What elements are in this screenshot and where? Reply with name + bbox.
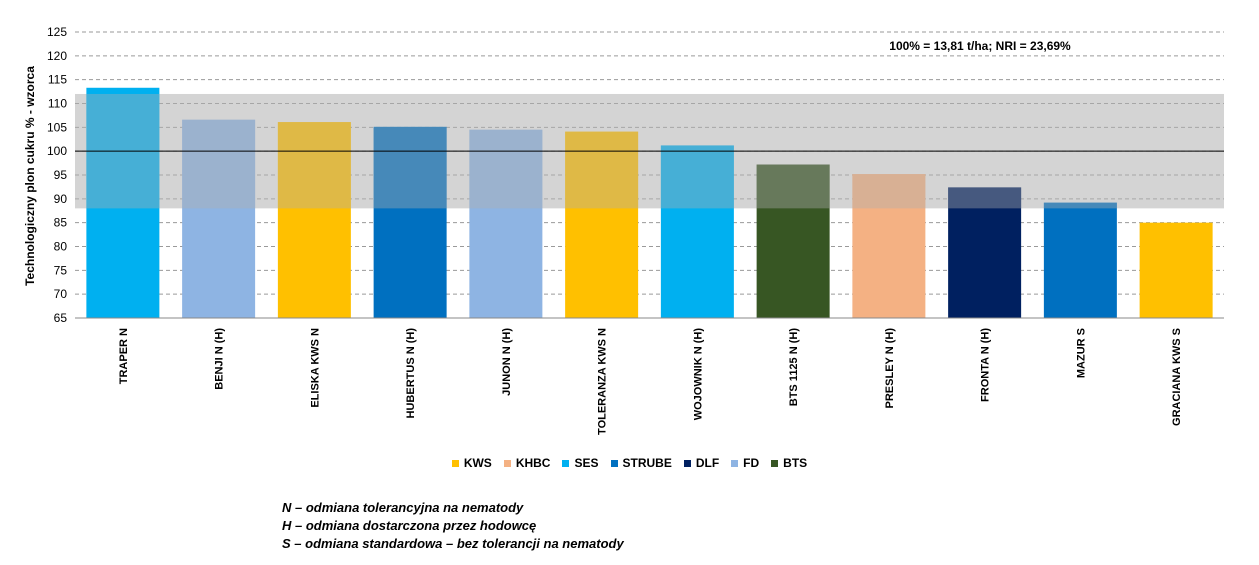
y-tick-label: 115 [48, 73, 67, 87]
legend-swatch [503, 459, 511, 467]
bar [469, 129, 543, 318]
bar [1139, 222, 1213, 318]
legend-swatch [683, 459, 691, 467]
legend-label: KHBC [515, 456, 551, 470]
bar-band-overlay [1043, 202, 1117, 209]
legend-label: STRUBE [622, 456, 672, 470]
y-tick-label: 80 [54, 240, 68, 254]
x-tick-label: PRESLEY N (H) [884, 328, 896, 409]
bar [1043, 202, 1117, 318]
x-tick-label: GRACIANA KWS S [1171, 328, 1183, 426]
legend-label: FD [743, 456, 760, 470]
note-s: S – odmiana standardowa – bez tolerancji… [282, 536, 624, 551]
y-axis-title: Technologiczny plon cukru % - wzorca [23, 66, 37, 286]
bar-band-overlay [756, 164, 830, 209]
bar-band-overlay [660, 145, 734, 209]
bar [948, 187, 1022, 318]
bar-chart: 65 70 75 80 85 90 95 100 105 110 115 120 125 TRAPER … [23, 25, 1224, 435]
legend-label: SES [574, 456, 599, 470]
bar [852, 174, 926, 318]
legend-swatch [731, 459, 739, 467]
y-axis-ticks: 65 70 75 80 85 90 95 100 105 110 115 120 125 [47, 25, 67, 325]
y-tick-label: 95 [54, 168, 68, 182]
legend-swatch [771, 459, 779, 467]
y-tick-label: 125 [47, 25, 67, 39]
bar-band-overlay [469, 129, 543, 209]
x-tick-label: TRAPER N [118, 328, 130, 384]
bars [86, 87, 1213, 319]
bar [756, 164, 830, 318]
x-tick-label: HUBERTUS N (H) [405, 328, 417, 419]
x-tick-label: MAZUR S [1075, 328, 1087, 378]
y-tick-label: 70 [54, 287, 68, 301]
legend-item: FD [731, 456, 759, 470]
x-tick-label: WOJOWNIK N (H) [692, 328, 704, 421]
legend-label: BTS [783, 456, 808, 470]
bar [373, 126, 447, 319]
y-tick-label: 120 [47, 49, 67, 63]
bar [277, 122, 351, 318]
bar-band-overlay [852, 174, 926, 209]
y-tick-label: 90 [54, 192, 68, 206]
x-tick-label: BENJI N (H) [214, 328, 226, 390]
legend-swatch [610, 459, 618, 467]
legend-item: BTS [771, 456, 807, 470]
legend-item: KHBC [503, 456, 551, 470]
bar-band-overlay [182, 119, 256, 209]
x-tick-label: ELISKA KWS N [309, 328, 321, 408]
bar-band-overlay [948, 187, 1022, 209]
bar-band-overlay [565, 131, 639, 209]
bar-band-overlay [277, 122, 351, 209]
legend-item: KWS [451, 456, 492, 470]
y-tick-label: 85 [54, 216, 68, 230]
y-tick-label: 75 [54, 263, 68, 277]
legend-item: STRUBE [610, 456, 672, 470]
legend-label: DLF [695, 456, 720, 470]
y-tick-label: 105 [47, 120, 67, 134]
x-tick-label: FRONTA N (H) [980, 328, 992, 402]
bar [86, 87, 160, 319]
bar-band-overlay [373, 126, 447, 209]
note-n: N – odmiana tolerancyjna na nematody [282, 500, 524, 515]
y-tick-label: 65 [54, 311, 68, 325]
x-axis-labels: TRAPER N BENJI N (H) ELISKA KWS N HUBERTUS … [118, 328, 1183, 435]
y-tick-label: 100 [47, 144, 67, 158]
x-tick-label: JUNON N (H) [501, 328, 513, 396]
x-tick-label: BTS 1125 N (H) [788, 328, 800, 407]
bar [660, 145, 734, 318]
bar [565, 131, 639, 318]
legend: KWS KHBC SES STRUBE DLF FD BTS [0, 456, 1259, 470]
x-tick-label: TOLERANZA KWS N [597, 328, 609, 435]
legend-swatch [451, 459, 459, 467]
legend-item: SES [562, 456, 599, 470]
chart-annotation: 100% = 13,81 t/ha; NRI = 23,69% [889, 39, 1071, 53]
notes: N – odmiana tolerancyjna na nematody H –… [282, 499, 624, 553]
note-h: H – odmiana dostarczona przez hodowcę [282, 518, 537, 533]
legend-item: DLF [683, 456, 720, 470]
y-tick-label: 110 [48, 97, 67, 111]
legend-swatch [562, 459, 570, 467]
legend-label: KWS [463, 456, 492, 470]
bar [182, 119, 256, 318]
